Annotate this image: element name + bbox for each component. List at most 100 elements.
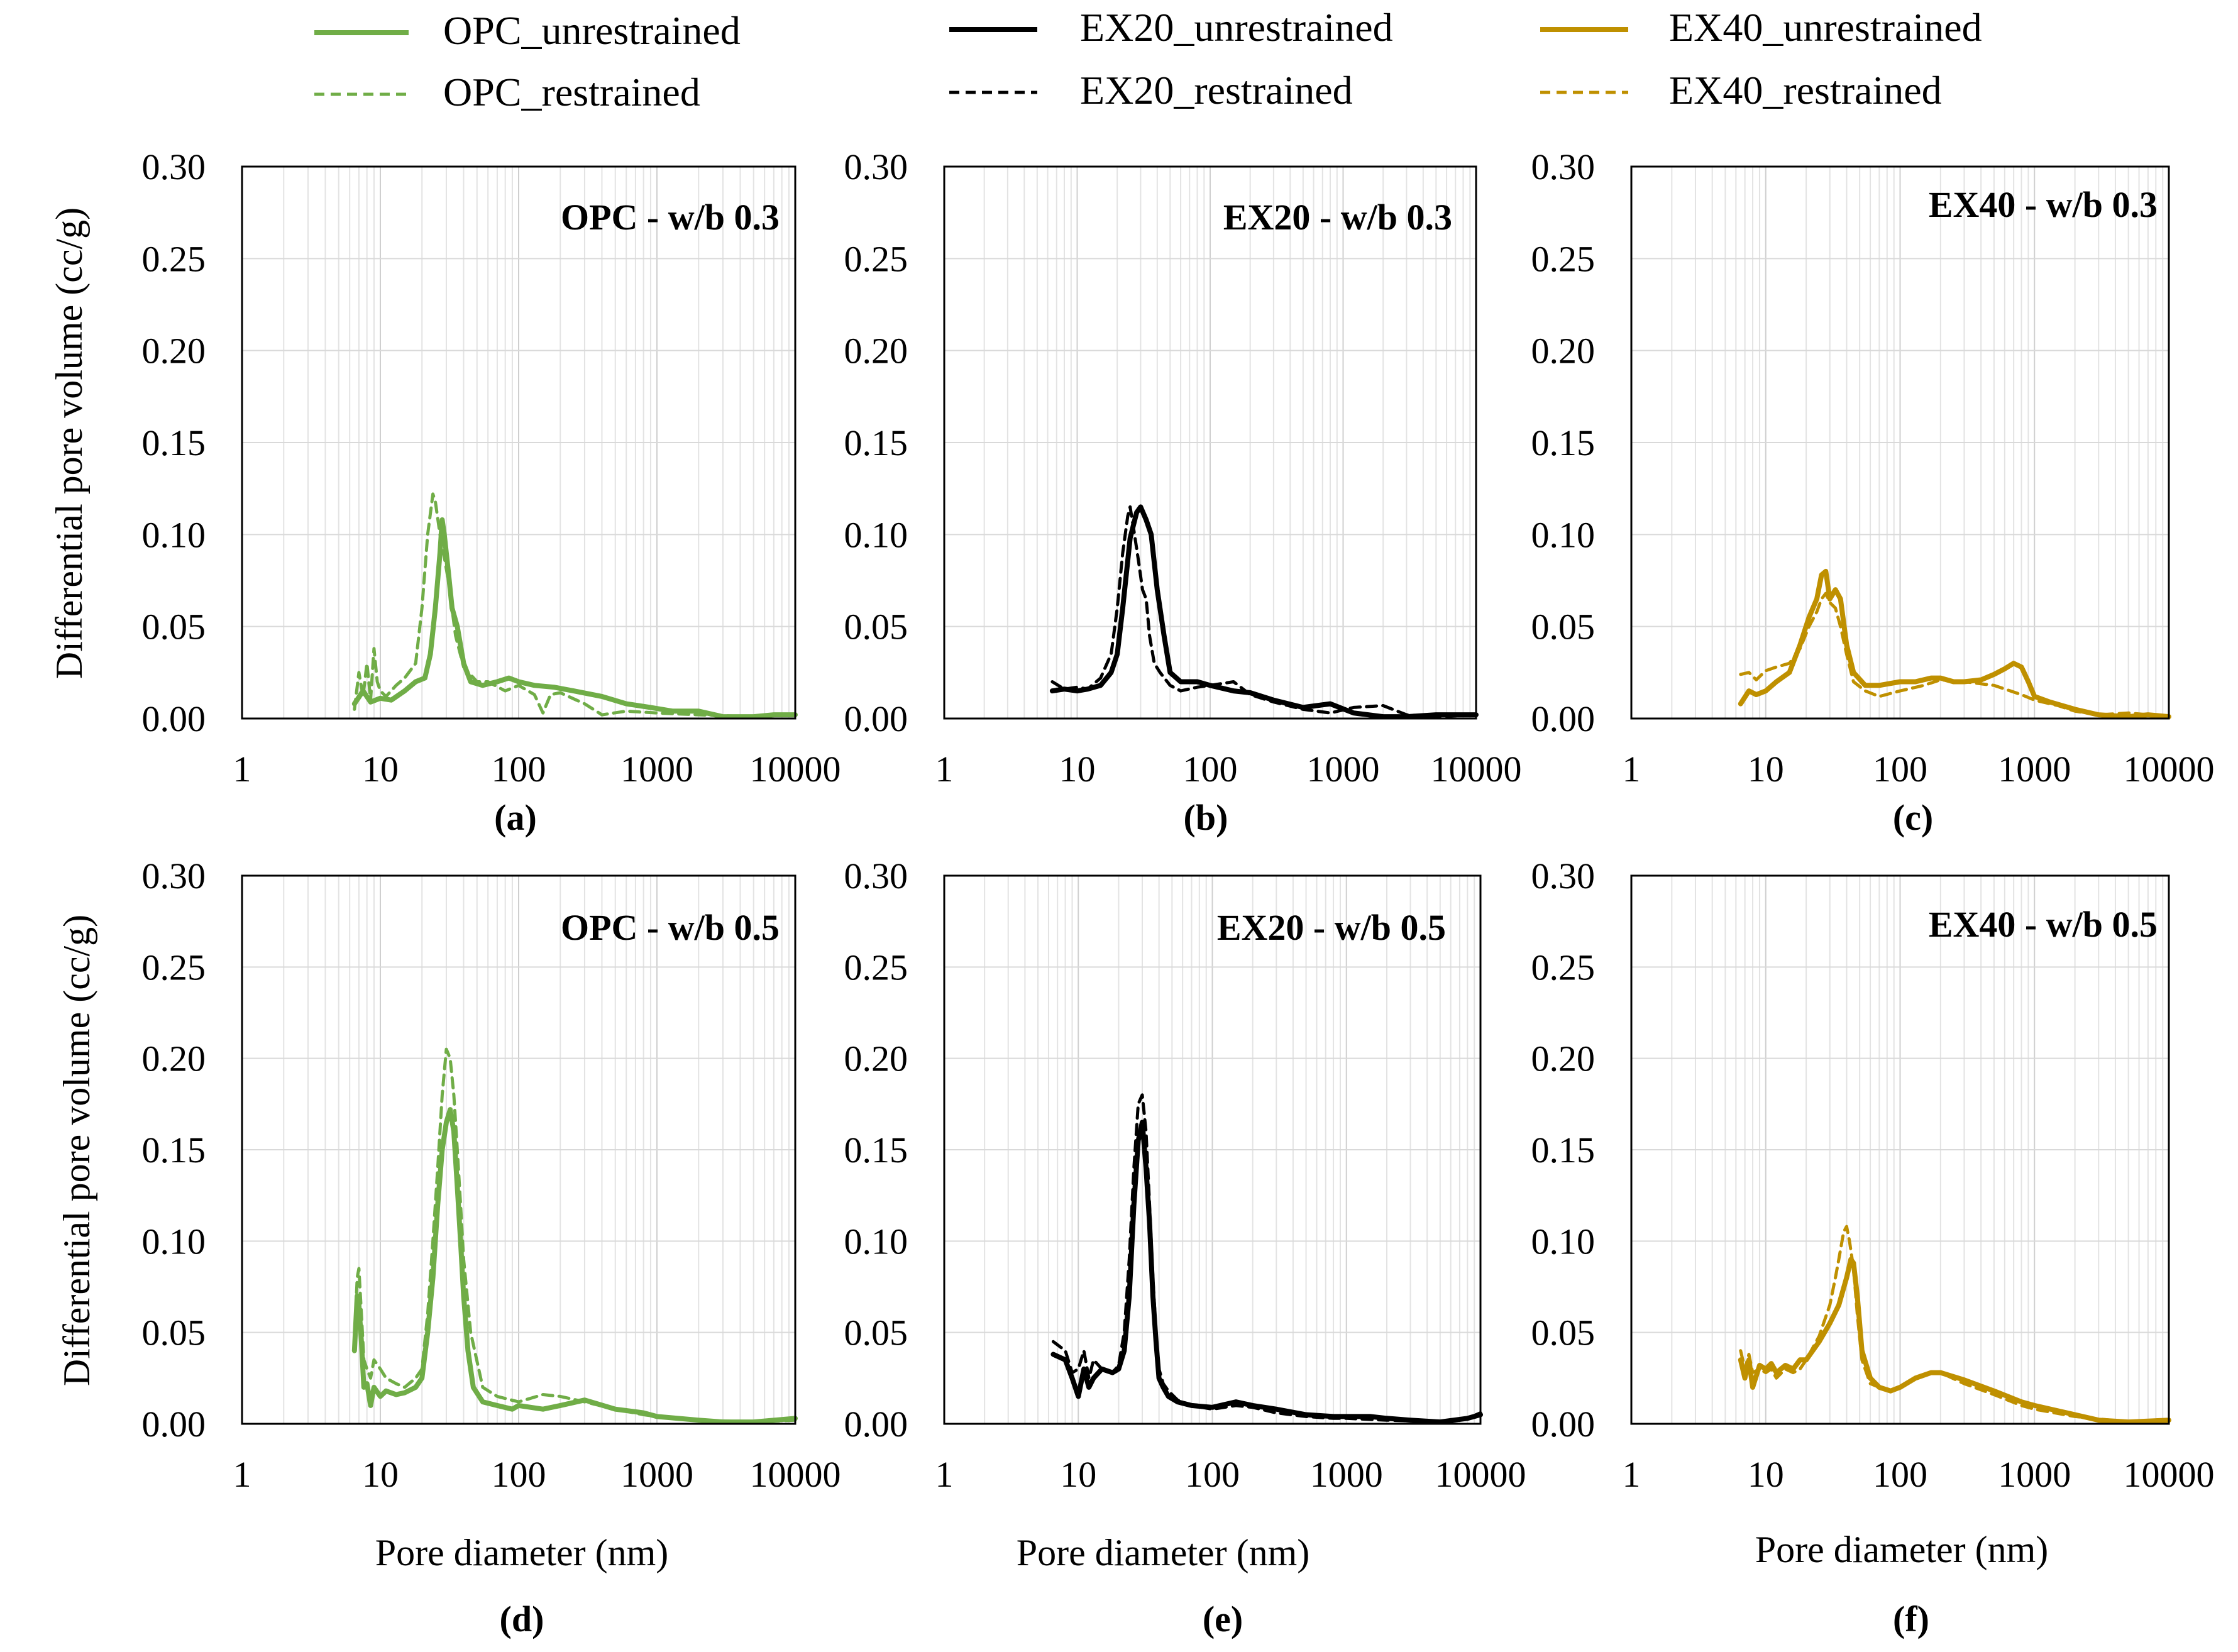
plot-frame xyxy=(241,165,797,720)
panel-d: 0.00 0.05 0.10 0.15 0.20 0.25 0.30 1 10 100 1000 10… xyxy=(142,856,841,1639)
ylabel-bottom: Differential pore volume (cc/g) xyxy=(56,915,97,1386)
panel-caption: (b) xyxy=(1184,797,1228,838)
legend-label: EX40_restrained xyxy=(1669,68,1942,113)
x-tick-label: 1000 xyxy=(1310,1454,1383,1495)
panel-caption: (e) xyxy=(1203,1599,1243,1639)
legend-label: OPC_restrained xyxy=(443,70,700,114)
x-tick-label: 1000 xyxy=(620,749,693,790)
y-tick-label: 0.30 xyxy=(844,856,908,896)
axis-labels: Differential pore volume (cc/g) Differen… xyxy=(48,207,2048,1573)
y-tick-label: 0.05 xyxy=(844,607,908,647)
y-tick-label: 0.30 xyxy=(1531,856,1596,896)
x-tick-label: 10000 xyxy=(750,1454,841,1495)
y-tick-label: 0.00 xyxy=(844,1404,908,1445)
panel-title: OPC - w/b 0.5 xyxy=(561,907,780,948)
y-tick-label: 0.25 xyxy=(142,947,206,988)
legend-item-OPC_restrained: OPC_restrained xyxy=(314,70,700,114)
x-tick-label: 1 xyxy=(233,1454,251,1495)
panel-b: 0.00 0.05 0.10 0.15 0.20 0.25 0.30 1 10 100 1000 10… xyxy=(844,146,1522,838)
series-line-OPC_unrestrained xyxy=(351,517,798,720)
x-tick-label: 10 xyxy=(1060,1454,1096,1495)
y-tick-label: 0.20 xyxy=(844,1038,908,1079)
x-tick-label: 100 xyxy=(1873,749,1927,790)
series-line-EX20_restrained xyxy=(1050,505,1478,719)
y-tick-label: 0.05 xyxy=(142,1313,206,1353)
panel-title: EX20 - w/b 0.5 xyxy=(1217,907,1446,948)
panel-e: 0.00 0.05 0.10 0.15 0.20 0.25 0.30 1 10 100 1000 10… xyxy=(844,856,1526,1639)
x-tick-label: 1 xyxy=(1623,1454,1641,1495)
y-tick-label: 0.10 xyxy=(142,514,206,555)
xlabel-d: Pore diameter (nm) xyxy=(375,1532,669,1573)
series-line-EX40_unrestrained xyxy=(1738,1257,2171,1425)
series-line-EX20_restrained xyxy=(1051,1093,1482,1424)
x-tick-label: 100 xyxy=(492,749,546,790)
y-tick-label: 0.10 xyxy=(844,1221,908,1262)
y-tick-label: 0.15 xyxy=(1531,1130,1596,1170)
y-tick-label: 0.05 xyxy=(142,607,206,647)
series-line-EX20_unrestrained xyxy=(1050,1120,1483,1425)
legend: OPC_unrestrained OPC_restrained EX20_unres… xyxy=(314,5,1982,114)
x-tick-label: 1 xyxy=(935,1454,954,1495)
x-tick-label: 10 xyxy=(362,1454,399,1495)
series-line-EX40_restrained xyxy=(1739,1225,2171,1424)
x-tick-label: 10 xyxy=(362,749,399,790)
y-tick-label: 0.15 xyxy=(142,422,206,463)
y-tick-label: 0.15 xyxy=(1531,422,1596,463)
legend-label: EX20_restrained xyxy=(1080,68,1353,113)
x-tick-label: 1000 xyxy=(1998,749,2071,790)
y-tick-label: 0.20 xyxy=(142,331,206,372)
y-tick-label: 0.30 xyxy=(844,146,908,187)
y-tick-label: 0.05 xyxy=(1531,607,1596,647)
x-tick-label: 1 xyxy=(233,749,251,790)
y-tick-label: 0.25 xyxy=(142,238,206,279)
panel-title: EX20 - w/b 0.3 xyxy=(1223,197,1452,238)
panel-f: 0.00 0.05 0.10 0.15 0.20 0.25 0.30 1 10 100 1000 10… xyxy=(1531,856,2215,1639)
y-tick-label: 0.25 xyxy=(844,947,908,988)
panel-title: EX40 - w/b 0.3 xyxy=(1929,184,2158,225)
y-tick-label: 0.25 xyxy=(1531,238,1596,279)
series-line-OPC_unrestrained xyxy=(351,1107,798,1425)
x-tick-label: 1000 xyxy=(1307,749,1380,790)
y-tick-label: 0.25 xyxy=(844,238,908,279)
legend-item-OPC_unrestrained: OPC_unrestrained xyxy=(314,8,741,53)
y-tick-label: 0.25 xyxy=(1531,947,1596,988)
y-tick-label: 0.20 xyxy=(1531,331,1596,372)
series-line-EX40_unrestrained xyxy=(1738,568,2171,720)
y-tick-label: 0.05 xyxy=(844,1313,908,1353)
plot-frame xyxy=(943,165,1477,720)
series-line-OPC_restrained xyxy=(353,1047,797,1424)
y-tick-label: 0.00 xyxy=(1531,1404,1596,1445)
y-tick-label: 0.00 xyxy=(142,698,206,739)
plot-frame xyxy=(1630,874,2170,1425)
x-tick-label: 100 xyxy=(1183,749,1238,790)
panel-title: OPC - w/b 0.3 xyxy=(561,197,780,238)
panels: 0.000.050.100.150.200.250.301 10 100 1000 10… xyxy=(142,146,2215,1639)
y-tick-label: 0.20 xyxy=(142,1038,206,1079)
legend-label: EX20_unrestrained xyxy=(1080,5,1393,50)
y-tick-label: 0.15 xyxy=(142,1130,206,1170)
x-tick-label: 1 xyxy=(935,749,954,790)
x-tick-label: 10000 xyxy=(1435,1454,1526,1495)
x-tick-label: 1000 xyxy=(620,1454,693,1495)
y-tick-label: 0.00 xyxy=(1531,698,1596,739)
legend-item-EX40_unrestrained: EX40_unrestrained xyxy=(1540,5,1982,50)
ylabel-top: Differential pore volume (cc/g) xyxy=(48,207,90,679)
series-line-EX40_restrained xyxy=(1739,592,2171,719)
plot-frame xyxy=(1630,165,2170,720)
y-tick-label: 0.10 xyxy=(1531,514,1596,555)
x-tick-label: 100 xyxy=(492,1454,546,1495)
panel-a: 0.00 0.05 0.10 0.15 0.20 0.25 0.30 1 10 100 1000 10… xyxy=(142,146,841,838)
y-tick-label: 0.30 xyxy=(142,146,206,187)
x-tick-label: 1000 xyxy=(1998,1454,2071,1495)
legend-item-EX40_restrained: EX40_restrained xyxy=(1540,68,1942,113)
panel-title: EX40 - w/b 0.5 xyxy=(1929,904,2158,945)
y-tick-label: 0.15 xyxy=(844,422,908,463)
y-tick-label: 0.10 xyxy=(1531,1221,1596,1262)
x-tick-label: 1 xyxy=(1623,749,1641,790)
y-tick-label: 0.15 xyxy=(844,1130,908,1170)
x-tick-label: 10 xyxy=(1748,1454,1784,1495)
xlabel-f: Pore diameter (nm) xyxy=(1755,1529,2049,1570)
y-tick-label: 0.00 xyxy=(844,698,908,739)
legend-item-EX20_unrestrained: EX20_unrestrained xyxy=(949,5,1393,50)
